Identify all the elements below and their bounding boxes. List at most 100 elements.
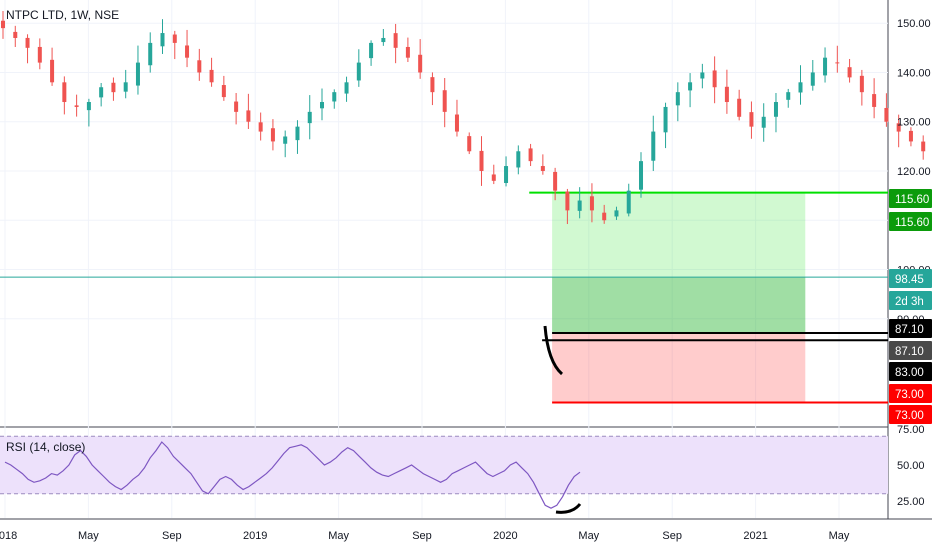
candle-body: [135, 62, 140, 86]
grid: [0, 0, 932, 520]
rsi-band: [0, 436, 888, 494]
price-label-text: 87.10: [895, 346, 924, 358]
time-tick-label: May: [829, 530, 850, 542]
candle-body: [356, 62, 361, 81]
candle-body: [749, 112, 754, 127]
rsi-indicator-label[interactable]: RSI (14, close): [6, 440, 86, 454]
time-tick-label: 2020: [493, 530, 517, 542]
candle-body: [786, 92, 791, 100]
candle-body: [123, 82, 128, 92]
time-tick-label: May: [328, 530, 349, 542]
long-position-tool[interactable]: [0, 191, 888, 404]
candle-body: [258, 122, 263, 132]
candle-body: [737, 98, 742, 117]
price-tick-label: 140.00: [897, 67, 931, 79]
candle-body: [307, 111, 312, 124]
candle-body: [172, 34, 177, 43]
candle-body: [565, 191, 570, 211]
time-tick-label: 2021: [743, 530, 767, 542]
candle-body: [872, 94, 877, 107]
time-tick-label: Sep: [412, 530, 432, 542]
price-label-text: 73.00: [895, 389, 924, 401]
candle-body: [675, 92, 680, 106]
candle-body: [62, 82, 67, 103]
candle-body: [86, 102, 91, 111]
price-label-badge: [889, 341, 932, 360]
candle-body: [700, 72, 705, 79]
candle-body: [516, 151, 521, 168]
candle-body: [626, 190, 631, 214]
time-tick-label: 2019: [243, 530, 267, 542]
rsi-tick-label: 75.00: [897, 424, 925, 436]
candle-body: [614, 210, 619, 217]
price-label-badge: [889, 319, 932, 338]
candle-body: [504, 166, 509, 184]
candle-body: [37, 46, 42, 63]
candle-body: [908, 130, 913, 142]
candle-body: [405, 46, 410, 58]
candle-body: [74, 105, 79, 107]
candle-body: [393, 33, 398, 48]
candlestick-series: [1, 11, 926, 225]
candle-body: [712, 70, 717, 88]
candle-body: [295, 126, 300, 141]
time-tick-label: Sep: [662, 530, 682, 542]
open-profit-zone: [552, 277, 806, 334]
candle-body: [921, 141, 926, 152]
loss-zone: [552, 333, 806, 403]
candle-body: [724, 86, 729, 103]
candle-body: [859, 75, 864, 93]
candle-body: [320, 102, 325, 109]
candle-body: [884, 107, 889, 122]
price-label-text: 115.60: [895, 194, 929, 206]
candle-body: [25, 37, 30, 48]
candle-body: [896, 123, 901, 132]
candle-body: [467, 136, 472, 152]
candle-body: [13, 31, 18, 38]
candle-body: [589, 196, 594, 211]
price-label-text: 115.60: [895, 217, 929, 229]
candle-body: [197, 60, 202, 73]
candle-body: [234, 101, 239, 112]
rsi-line: [4, 441, 581, 509]
rsi-pane: [0, 435, 888, 509]
candle-body: [246, 110, 251, 122]
candle-body: [332, 92, 337, 102]
time-tick-label: May: [578, 530, 599, 542]
bottom-curve-annotation: [543, 325, 564, 376]
candle-body: [454, 114, 459, 132]
price-label-badge: [889, 212, 932, 231]
candle-body: [847, 67, 852, 78]
price-label-badge: [889, 189, 932, 208]
profit-zone: [552, 192, 806, 334]
price-label-text: 2d 3h: [895, 296, 924, 308]
rsi-curve-annotation: [555, 503, 582, 514]
drawing-annotations: [542, 325, 888, 514]
time-axis[interactable]: 2018 May Sep 2019 May Sep 2020 May Sep 2021 May: [0, 530, 850, 542]
price-label-badge: [889, 384, 932, 403]
candle-body: [185, 45, 190, 58]
candle-body: [491, 174, 496, 181]
time-tick-label: May: [78, 530, 99, 542]
chart-title: NTPC LTD, 1W, NSE: [6, 8, 120, 22]
candle-body: [602, 212, 607, 221]
candle-body: [823, 57, 828, 76]
price-tick-label: 130.00: [897, 117, 931, 129]
price-tick-label: 120.00: [897, 166, 931, 178]
candle-body: [553, 171, 558, 191]
candle-body: [430, 77, 435, 93]
candle-body: [577, 200, 582, 211]
candle-body: [50, 59, 55, 83]
price-tick-label: 150.00: [897, 18, 931, 30]
price-label-text: 73.00: [895, 410, 924, 422]
candle-body: [663, 106, 668, 133]
candle-body: [810, 72, 815, 86]
rsi-tick-label: 50.00: [897, 460, 925, 472]
candle-body: [381, 37, 386, 43]
candle-body: [148, 42, 153, 66]
price-axis[interactable]: 90.00100.00110.00120.00130.00140.00150.0…: [889, 18, 932, 508]
rsi-tick-label: 25.00: [897, 496, 925, 508]
candle-body: [540, 166, 545, 171]
price-label-text: 87.10: [895, 324, 924, 336]
